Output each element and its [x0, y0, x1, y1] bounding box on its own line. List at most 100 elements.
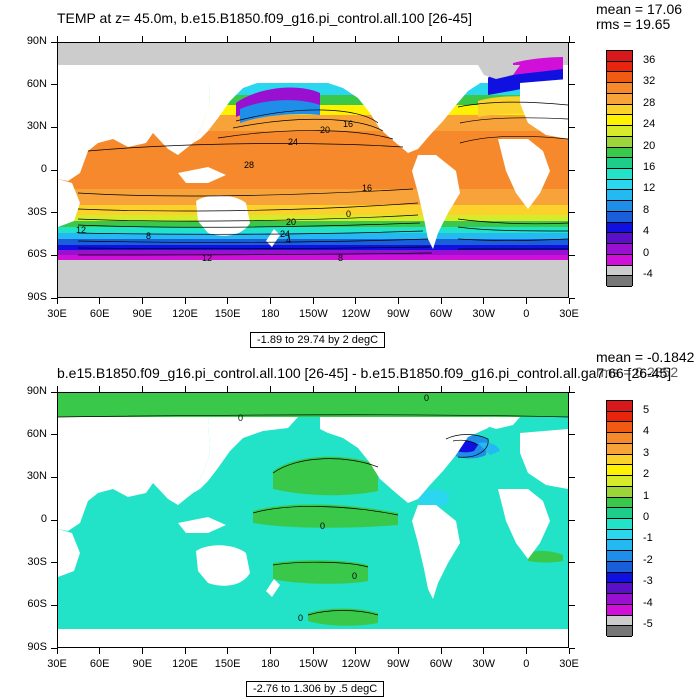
x-tick-mark: [483, 648, 485, 654]
y-tick-label: 60S: [27, 598, 47, 611]
colorbar-segment: [607, 211, 632, 223]
colorbar-segment: [607, 594, 632, 605]
colorbar-label: 36: [643, 53, 656, 66]
y-tick-label: 30S: [27, 205, 47, 218]
y-tick-mark: [569, 476, 575, 478]
y-tick-label: 60N: [26, 427, 47, 440]
y-tick-label: 0: [40, 163, 47, 175]
y-tick-mark: [569, 297, 575, 299]
colorbar-segment: [607, 572, 632, 584]
x-tick-mark: [355, 648, 357, 654]
colorbar-segment: [607, 179, 632, 191]
x-tick-mark: [56, 648, 58, 654]
colorbar-segment: [607, 519, 632, 530]
x-tick-mark: [312, 386, 314, 392]
colorbar-segment: [607, 201, 632, 212]
contour-label: 16: [343, 119, 353, 129]
colorbar-label: -4: [643, 268, 653, 281]
colorbar-segment: [607, 465, 632, 477]
x-tick-label: 180: [261, 658, 280, 670]
x-tick-mark: [525, 386, 527, 392]
y-tick-mark: [51, 647, 57, 649]
colorbar-label: -4: [643, 596, 653, 609]
panel1-title: TEMP at z= 45.0m, b.e15.B1850.f09_g16.pi…: [57, 10, 472, 26]
x-tick-label: 180: [261, 308, 280, 320]
colorbar-segment: [607, 104, 632, 116]
x-tick-mark: [397, 298, 399, 304]
y-tick-label: 60N: [26, 77, 47, 90]
contour-label: 24: [280, 229, 290, 239]
colorbar-segment: [607, 497, 632, 509]
y-tick-mark: [569, 562, 575, 564]
x-tick-label: 30E: [559, 308, 579, 320]
contour-label: 24: [288, 137, 298, 147]
panel2-contour-range: -2.76 to 1.306 by .5 degC: [246, 681, 385, 697]
panel2-title: b.e15.B1850.f09_g16.pi_control.all.100 […: [57, 365, 672, 381]
x-tick-mark: [312, 648, 314, 654]
panel1-map-svg: 28 24 20 16 12 8 4 0 16 12 8 20 24: [58, 43, 568, 297]
x-tick-mark: [440, 386, 442, 392]
colorbar-segment: [607, 486, 632, 498]
y-tick-label: 30S: [27, 555, 47, 568]
x-tick-mark: [184, 36, 186, 42]
x-tick-label: 120E: [172, 658, 198, 670]
y-tick-mark: [51, 126, 57, 128]
panel2-map: 0 0 0 0 0: [57, 392, 569, 648]
colorbar-segment: [607, 126, 632, 137]
x-tick-label: 120E: [172, 308, 198, 320]
colorbar-label: 3: [643, 446, 650, 459]
antarctica: [58, 260, 568, 297]
x-tick-mark: [56, 36, 58, 42]
colorbar-label: 4: [643, 225, 650, 238]
x-tick-label: 90W: [387, 308, 410, 320]
contour-label: 0: [238, 413, 243, 423]
x-tick-mark: [227, 36, 229, 42]
x-tick-mark: [184, 386, 186, 392]
x-tick-mark: [568, 386, 570, 392]
x-tick-label: 0: [523, 658, 530, 670]
colorbar-segment: [607, 422, 632, 434]
contour-label: 0: [320, 521, 325, 531]
x-tick-mark: [397, 36, 399, 42]
colorbar-label: 16: [643, 161, 656, 173]
x-tick-mark: [483, 298, 485, 304]
contour-label: 12: [76, 225, 86, 235]
x-tick-mark: [99, 36, 101, 42]
x-tick-mark: [525, 298, 527, 304]
x-tick-mark: [355, 298, 357, 304]
colorbar-segment: [607, 158, 632, 169]
colorbar-segment: [607, 529, 632, 541]
x-tick-mark: [355, 36, 357, 42]
y-tick-mark: [569, 212, 575, 214]
x-tick-label: 90W: [387, 658, 410, 670]
contour-label: 20: [286, 217, 296, 227]
colorbar-segment: [607, 540, 632, 552]
y-tick-mark: [51, 604, 57, 606]
x-tick-label: 30E: [47, 308, 67, 320]
contour-label: 0: [352, 571, 357, 581]
x-tick-mark: [440, 298, 442, 304]
x-tick-label: 30W: [472, 658, 495, 670]
colorbar-segment: [607, 51, 632, 62]
y-tick-mark: [51, 476, 57, 478]
colorbar-segment: [607, 115, 632, 127]
x-tick-mark: [141, 36, 143, 42]
x-tick-mark: [99, 298, 101, 304]
y-tick-mark: [51, 391, 57, 393]
x-tick-mark: [56, 298, 58, 304]
colorbar-label: 0: [643, 246, 650, 259]
colorbar-segment: [607, 61, 632, 73]
y-tick-label: 30N: [26, 120, 47, 133]
colorbar-segment: [607, 244, 632, 255]
colorbar-segment: [607, 476, 632, 487]
x-tick-label: 60W: [429, 308, 453, 320]
x-tick-mark: [141, 386, 143, 392]
contour-label: 8: [338, 253, 343, 263]
x-tick-mark: [141, 298, 143, 304]
y-tick-mark: [569, 647, 575, 649]
panel1-rms: rms = 19.65: [596, 16, 671, 32]
x-tick-label: 150E: [214, 658, 241, 670]
y-tick-mark: [569, 604, 575, 606]
colorbar-segment: [607, 561, 632, 573]
y-tick-label: 90S: [27, 291, 47, 303]
